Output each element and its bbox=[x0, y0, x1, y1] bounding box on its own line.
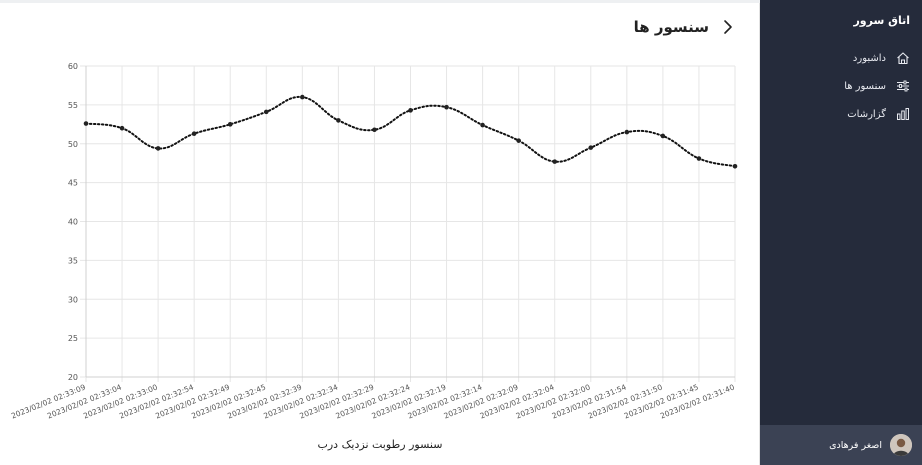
y-tick-label: 20 bbox=[68, 373, 78, 382]
page-header: سنسور ها bbox=[634, 18, 737, 36]
y-tick-label: 50 bbox=[68, 140, 78, 149]
sidebar-item-reports[interactable]: گزارشات bbox=[760, 100, 922, 128]
y-tick-label: 55 bbox=[68, 101, 78, 110]
sidebar-item-label: سنسور ها bbox=[844, 80, 886, 92]
sidebar-item-sensors[interactable]: سنسور ها bbox=[760, 72, 922, 100]
back-chevron-icon[interactable] bbox=[719, 18, 737, 36]
sidebar-item-dashboard[interactable]: داشبورد bbox=[760, 44, 922, 72]
data-point bbox=[300, 94, 305, 100]
sliders-icon bbox=[896, 79, 910, 93]
home-icon bbox=[896, 51, 910, 65]
y-tick-label: 40 bbox=[68, 218, 78, 227]
sidebar-item-label: گزارشات bbox=[847, 108, 886, 120]
data-point bbox=[480, 122, 485, 128]
user-name: اصغر فرهادی bbox=[829, 439, 882, 451]
data-point bbox=[624, 129, 630, 135]
y-tick-label: 30 bbox=[68, 295, 78, 304]
data-point bbox=[83, 121, 89, 126]
data-point bbox=[227, 122, 233, 127]
top-divider bbox=[0, 0, 760, 3]
y-tick-label: 45 bbox=[68, 179, 78, 188]
data-point bbox=[336, 118, 341, 123]
chart-xlabel: سنسور رطوبت نزدیک درب bbox=[317, 438, 443, 451]
data-point bbox=[516, 138, 521, 143]
sidebar-nav: داشبورد سنسور ها bbox=[760, 44, 922, 128]
data-point bbox=[444, 104, 449, 110]
sidebar-item-label: داشبورد bbox=[852, 52, 886, 64]
y-tick-label: 25 bbox=[68, 334, 78, 343]
data-point bbox=[660, 133, 666, 139]
data-point bbox=[191, 131, 197, 136]
data-point bbox=[119, 125, 125, 131]
data-point bbox=[732, 163, 738, 169]
data-point bbox=[263, 109, 269, 115]
data-point bbox=[155, 146, 161, 151]
y-tick-label: 60 bbox=[68, 62, 78, 71]
page-title: سنسور ها bbox=[633, 18, 709, 36]
humidity-chart: 20 25 30 35 40 45 50 55 60 2023/02/02 02:33:09 202… bbox=[0, 40, 760, 440]
avatar bbox=[890, 434, 912, 456]
data-point bbox=[588, 145, 594, 150]
main-content: سنسور ها 20 25 30 35 40 45 50 55 60 2023/02/02 02… bbox=[0, 0, 760, 465]
bar-chart-icon bbox=[896, 107, 910, 121]
sidebar: اتاق سرور داشبورد bbox=[760, 0, 922, 465]
data-point bbox=[372, 127, 377, 133]
user-profile[interactable]: اصغر فرهادی bbox=[760, 425, 922, 465]
data-point bbox=[552, 159, 558, 164]
brand-title: اتاق سرور bbox=[853, 14, 910, 27]
y-tick-label: 35 bbox=[68, 256, 78, 265]
data-point bbox=[696, 156, 702, 161]
data-point bbox=[408, 108, 413, 113]
